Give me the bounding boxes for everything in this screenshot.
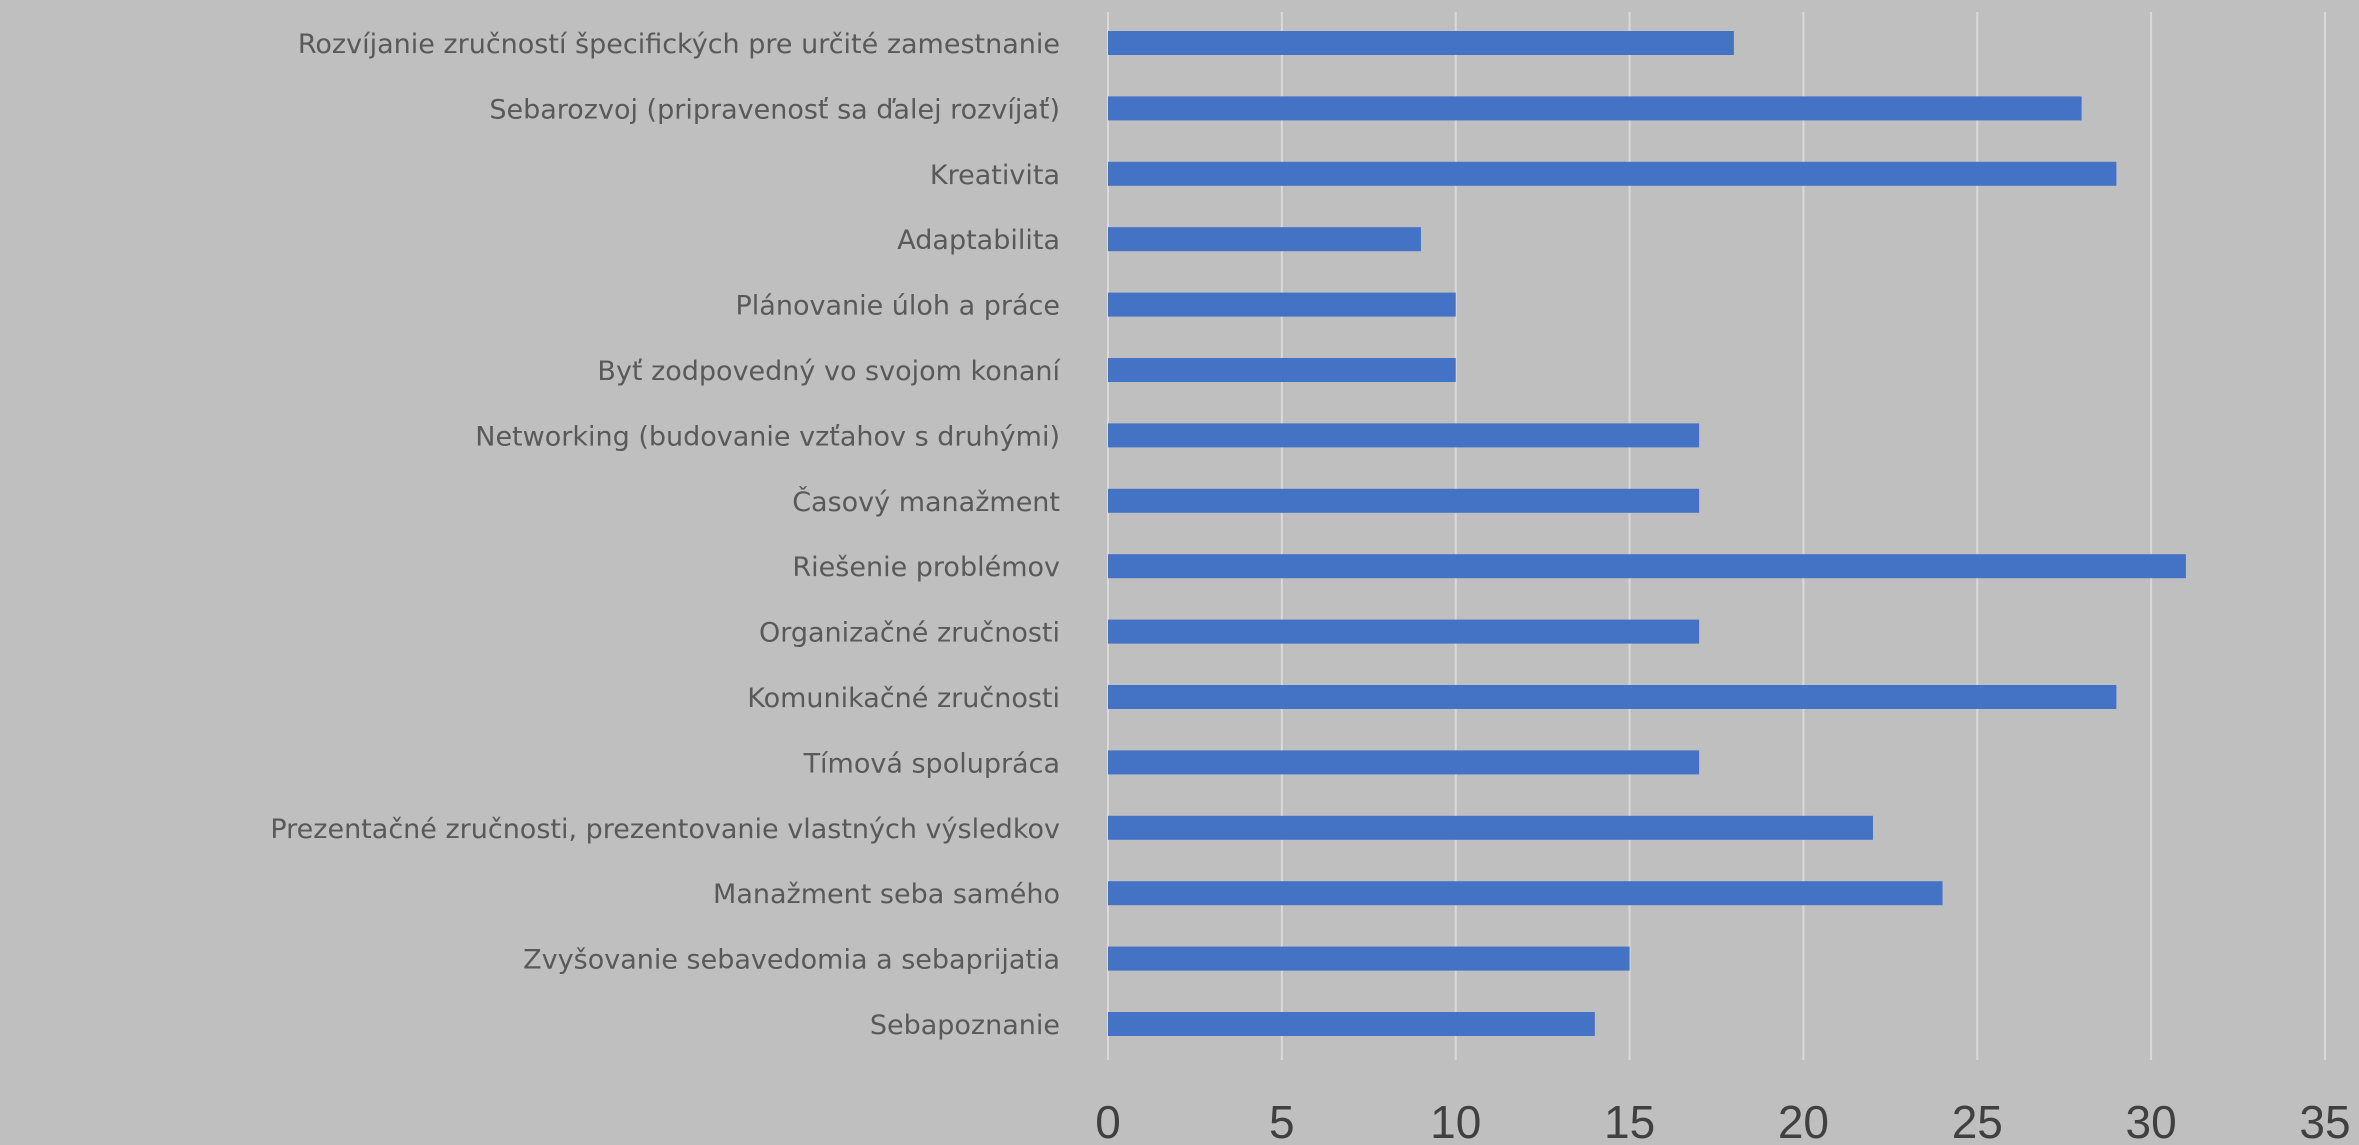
x-tick-label: 35 bbox=[2299, 1096, 2350, 1145]
category-label: Sebapoznanie bbox=[870, 1010, 1060, 1041]
bar bbox=[1108, 881, 1943, 906]
category-label: Byť zodpovedný vo svojom konaní bbox=[597, 356, 1061, 387]
x-tick-label: 0 bbox=[1095, 1096, 1121, 1145]
category-label: Rozvíjanie zručností špecifických pre ur… bbox=[298, 29, 1060, 60]
category-label: Plánovanie úloh a práce bbox=[736, 291, 1061, 322]
category-label: Tímová spolupráca bbox=[803, 748, 1060, 779]
bar bbox=[1108, 815, 1873, 840]
bar bbox=[1108, 96, 2082, 121]
bar bbox=[1108, 946, 1630, 971]
bar bbox=[1108, 161, 2117, 186]
bar bbox=[1108, 685, 2117, 709]
category-label: Adaptabilita bbox=[897, 225, 1060, 256]
bar bbox=[1108, 292, 1456, 317]
category-label: Prezentačné zručnosti, prezentovanie vla… bbox=[270, 814, 1060, 845]
bar bbox=[1108, 1012, 1595, 1036]
category-label: Riešenie problémov bbox=[792, 552, 1060, 583]
bar bbox=[1108, 423, 1700, 448]
bar bbox=[1108, 358, 1456, 382]
category-label: Manažment seba samého bbox=[713, 879, 1060, 910]
category-label: Zvyšovanie sebavedomia a sebaprijatia bbox=[523, 945, 1060, 976]
category-label: Sebarozvoj (pripravenosť sa ďalej rozvíj… bbox=[489, 94, 1060, 125]
category-label: Organizačné zručnosti bbox=[759, 618, 1060, 649]
bar bbox=[1108, 619, 1700, 644]
bar bbox=[1108, 227, 1421, 252]
category-label: Kreativita bbox=[930, 160, 1060, 191]
x-tick-label: 30 bbox=[2126, 1096, 2177, 1145]
x-tick-label: 25 bbox=[1952, 1096, 2003, 1145]
bar bbox=[1108, 488, 1700, 513]
gridlines bbox=[1107, 12, 2326, 1060]
bar bbox=[1108, 31, 1734, 55]
x-axis-tick-labels: 0 5 10 15 20 25 30 35 bbox=[1095, 1096, 2350, 1145]
bar bbox=[1108, 750, 1700, 775]
x-tick-label: 20 bbox=[1778, 1096, 1829, 1145]
category-label: Networking (budovanie vzťahov s druhými) bbox=[475, 421, 1060, 452]
x-tick-label: 10 bbox=[1430, 1096, 1481, 1145]
x-tick-label: 15 bbox=[1604, 1096, 1655, 1145]
bar bbox=[1108, 554, 2186, 579]
bars bbox=[1108, 31, 2186, 1036]
x-tick-label: 5 bbox=[1269, 1096, 1295, 1145]
category-label: Komunikačné zručnosti bbox=[747, 683, 1060, 714]
category-labels: Rozvíjanie zručností špecifických pre ur… bbox=[270, 29, 1061, 1041]
category-label: Časový manažment bbox=[792, 486, 1060, 518]
